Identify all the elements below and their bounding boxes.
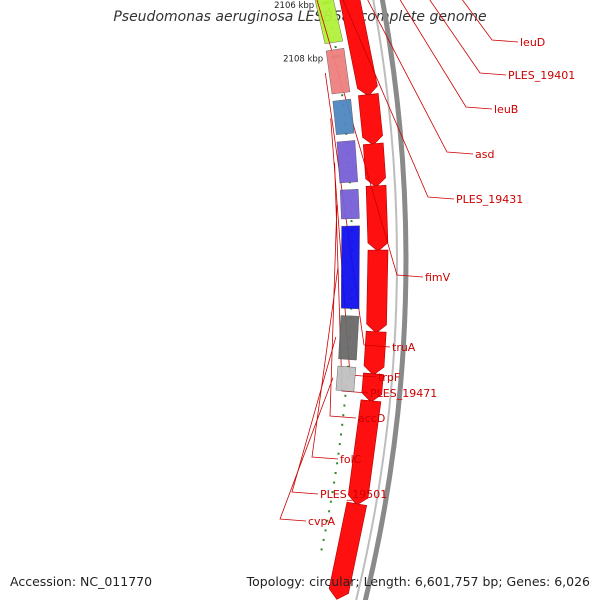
scale-dot bbox=[334, 46, 337, 48]
gene-label: folC bbox=[340, 453, 362, 466]
gene-block bbox=[339, 188, 360, 220]
backbone-inner bbox=[355, 0, 398, 600]
gene-label: PLES_19501 bbox=[320, 488, 387, 501]
accession-text: Accession: NC_011770 bbox=[10, 574, 153, 589]
scale-dot bbox=[350, 220, 353, 223]
scale-dot bbox=[329, 500, 332, 503]
scale-dot bbox=[328, 510, 331, 513]
scale-dot bbox=[322, 538, 325, 541]
gene-label: asd bbox=[475, 148, 494, 161]
scale-dot bbox=[343, 404, 346, 407]
gene-leader-line bbox=[324, 72, 391, 348]
gene-label: PLES_19401 bbox=[508, 69, 575, 82]
gene-leader-line bbox=[291, 336, 337, 495]
forward-gene-arrow bbox=[339, 0, 378, 97]
gene-leader-line bbox=[311, 267, 339, 460]
scale-dot bbox=[338, 443, 341, 446]
gene-leader-line bbox=[279, 377, 334, 522]
scale-tick-label: 2108 kbp bbox=[283, 55, 323, 65]
gene-leader-line bbox=[342, 0, 455, 200]
scale-dot bbox=[333, 481, 336, 484]
forward-gene-arrow bbox=[366, 249, 389, 334]
gene-block bbox=[325, 47, 351, 95]
scale-dot bbox=[326, 519, 329, 522]
forward-gene-arrow bbox=[363, 330, 387, 376]
gene-label: trpF bbox=[378, 371, 400, 384]
scale-dot bbox=[334, 472, 337, 474]
topology-text: Topology: circular; Length: 6,601,757 bp… bbox=[246, 574, 590, 589]
forward-gene-arrow bbox=[358, 93, 383, 146]
gene-label: PLES_19471 bbox=[370, 387, 437, 400]
scale-dot bbox=[340, 433, 342, 436]
scale-dot bbox=[341, 423, 344, 426]
gene-leader-line bbox=[429, 0, 507, 76]
gene-leader-line bbox=[334, 162, 369, 394]
gene-leader-line bbox=[399, 0, 493, 110]
gene-leader-line bbox=[367, 0, 474, 155]
gene-label: cvpA bbox=[308, 515, 336, 528]
forward-gene-arrow bbox=[328, 501, 368, 600]
scale-dot bbox=[337, 452, 340, 455]
gene-leader-line bbox=[329, 204, 357, 419]
gene-block bbox=[338, 315, 360, 361]
gene-label: PLES_19431 bbox=[456, 193, 523, 206]
forward-gene-arrow bbox=[365, 184, 389, 252]
scale-dot bbox=[320, 548, 323, 551]
gene-label: fimV bbox=[425, 271, 451, 284]
forward-gene-arrow bbox=[361, 372, 384, 403]
scale-dot bbox=[324, 529, 327, 532]
scale-dot bbox=[344, 394, 347, 397]
gene-label: truA bbox=[392, 341, 416, 354]
gene-block bbox=[314, 0, 344, 45]
gene-label: accD bbox=[358, 412, 385, 425]
gene-block bbox=[335, 365, 357, 393]
gene-label: leuD bbox=[520, 36, 545, 49]
scale-dot bbox=[341, 94, 344, 97]
forward-gene-arrow bbox=[347, 399, 382, 506]
gene-label: leuB bbox=[494, 103, 518, 116]
map-title: Pseudomonas aeruginosa LESB58, complete … bbox=[113, 9, 487, 25]
scale-dot bbox=[336, 462, 339, 465]
gene-block bbox=[340, 225, 360, 310]
scale-dot bbox=[342, 414, 345, 417]
forward-gene-arrow bbox=[362, 142, 386, 188]
scale-tick-label: 2106 kbp bbox=[274, 1, 314, 11]
gene-block bbox=[336, 140, 359, 184]
gene-leader-line bbox=[462, 0, 519, 43]
scale-dot bbox=[331, 491, 334, 494]
backbone-outer bbox=[362, 0, 409, 600]
gene-block bbox=[332, 98, 355, 135]
